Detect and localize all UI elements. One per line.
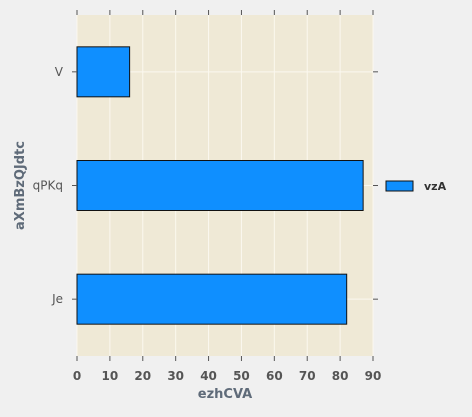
x-tick-label: 50 — [233, 369, 250, 383]
bar-je — [76, 273, 348, 325]
y-axis-title: aXmBzQJdtc — [13, 141, 28, 230]
bar-qpkq — [76, 160, 364, 211]
x-axis-title: ezhCVA — [198, 387, 252, 402]
legend-swatch — [385, 180, 414, 192]
bar-v — [76, 46, 131, 98]
y-tick-label: Je — [51, 292, 63, 306]
legend: vzA — [385, 180, 447, 193]
y-tick-label: qPKq — [33, 179, 63, 193]
x-tick-label: 70 — [299, 369, 316, 383]
legend-label: vzA — [424, 180, 447, 193]
y-tick-label: V — [55, 65, 64, 79]
x-tick-label: 60 — [266, 369, 283, 383]
x-tick-label: 40 — [200, 369, 217, 383]
x-tick-label: 80 — [332, 369, 349, 383]
axis-ticks — [72, 10, 378, 361]
x-tick-label: 0 — [73, 369, 81, 383]
x-tick-label: 10 — [102, 369, 119, 383]
x-tick-label: 90 — [365, 369, 382, 383]
x-tick-label: 30 — [167, 369, 184, 383]
tick-labels: 0 10 20 30 40 50 60 70 80 90 Je qPKq V — [33, 65, 382, 383]
bars — [76, 46, 364, 325]
x-tick-label: 20 — [134, 369, 151, 383]
